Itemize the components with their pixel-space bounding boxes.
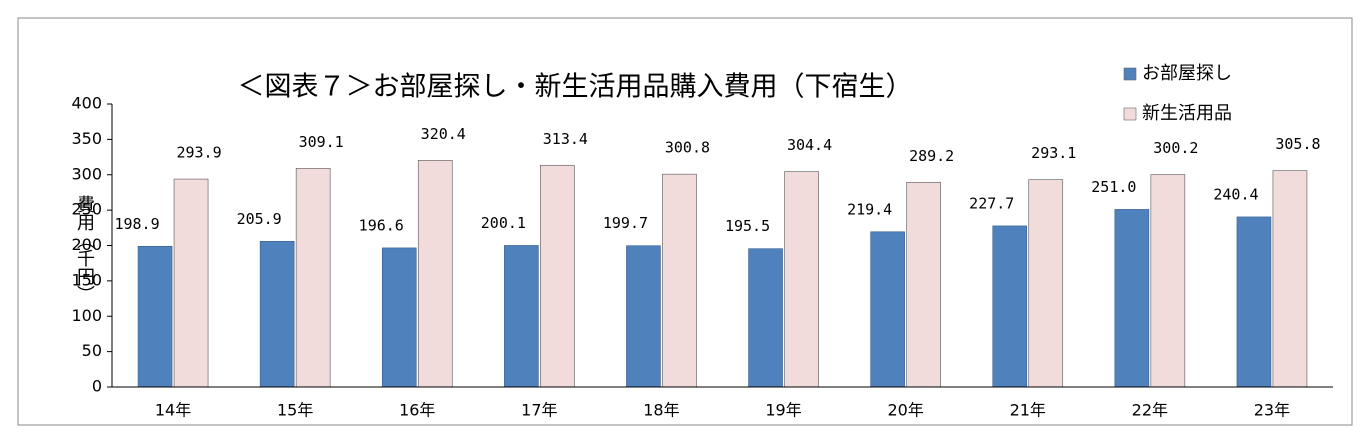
value-label: 200.1 bbox=[481, 214, 526, 232]
x-tick-label: 22年 bbox=[1132, 401, 1168, 420]
value-label: 199.7 bbox=[603, 214, 648, 232]
bar bbox=[870, 231, 905, 388]
value-label: 196.6 bbox=[359, 216, 404, 234]
y-tick-label: 50 bbox=[82, 341, 102, 360]
value-label: 227.7 bbox=[969, 194, 1014, 212]
bar bbox=[1272, 170, 1308, 388]
value-label: 300.2 bbox=[1153, 139, 1198, 157]
x-tick-label: 18年 bbox=[643, 401, 679, 420]
y-tick-label: 400 bbox=[71, 94, 102, 113]
bar bbox=[540, 164, 575, 388]
bar bbox=[173, 178, 209, 388]
value-label: 293.1 bbox=[1031, 144, 1076, 162]
y-tick-label: 100 bbox=[71, 306, 102, 325]
legend-label: 新生活用品 bbox=[1142, 103, 1232, 124]
value-label: 309.1 bbox=[299, 133, 344, 151]
bar bbox=[504, 245, 539, 388]
value-label: 320.4 bbox=[421, 125, 466, 143]
bar bbox=[662, 173, 697, 388]
bar bbox=[137, 245, 173, 388]
bar bbox=[381, 247, 417, 388]
chart-title: ＜図表７＞お部屋探し・新生活用品購入費用（下宿生） bbox=[238, 72, 913, 103]
bar bbox=[626, 245, 661, 388]
y-tick-label: 300 bbox=[71, 164, 102, 183]
bar bbox=[259, 241, 295, 388]
y-tick-label: 350 bbox=[71, 129, 102, 148]
value-label: 251.0 bbox=[1091, 178, 1136, 196]
value-label: 198.9 bbox=[114, 215, 159, 233]
y-axis-label: 費用（千円） bbox=[74, 195, 95, 303]
value-label: 305.8 bbox=[1275, 135, 1320, 153]
value-label: 195.5 bbox=[725, 217, 770, 235]
bar bbox=[992, 225, 1028, 388]
legend-swatch bbox=[1123, 67, 1137, 81]
frame bbox=[17, 17, 1353, 426]
legend-label: お部屋探し bbox=[1142, 63, 1232, 84]
legend-swatch bbox=[1123, 107, 1137, 121]
value-label: 304.4 bbox=[787, 136, 832, 154]
value-label: 240.4 bbox=[1213, 185, 1258, 203]
x-tick-label: 20年 bbox=[887, 401, 923, 420]
bar bbox=[295, 168, 331, 388]
bar bbox=[417, 160, 453, 388]
value-label: 219.4 bbox=[847, 200, 892, 218]
x-tick-label: 23年 bbox=[1254, 401, 1290, 420]
bar bbox=[1114, 209, 1150, 388]
bar bbox=[1028, 179, 1064, 388]
value-label: 313.4 bbox=[543, 130, 588, 148]
y-tick-label: 250 bbox=[71, 200, 102, 219]
x-tick-label: 15年 bbox=[277, 401, 313, 420]
y-tick-label: 200 bbox=[71, 235, 102, 254]
value-label: 293.9 bbox=[176, 144, 221, 162]
bar bbox=[1236, 216, 1272, 388]
bar bbox=[748, 248, 783, 388]
value-label: 289.2 bbox=[909, 147, 954, 165]
y-tick-label: 150 bbox=[71, 270, 102, 289]
value-label: 300.8 bbox=[665, 139, 710, 157]
y-tick-label: 0 bbox=[92, 377, 102, 396]
x-tick-label: 16年 bbox=[399, 401, 435, 420]
x-tick-label: 14年 bbox=[155, 401, 191, 420]
x-tick-label: 21年 bbox=[1010, 401, 1046, 420]
value-label: 205.9 bbox=[237, 210, 282, 228]
x-tick-label: 19年 bbox=[765, 401, 801, 420]
x-tick-label: 17年 bbox=[521, 401, 557, 420]
bar bbox=[906, 182, 941, 388]
bar bbox=[784, 171, 819, 388]
bar bbox=[1150, 174, 1186, 388]
